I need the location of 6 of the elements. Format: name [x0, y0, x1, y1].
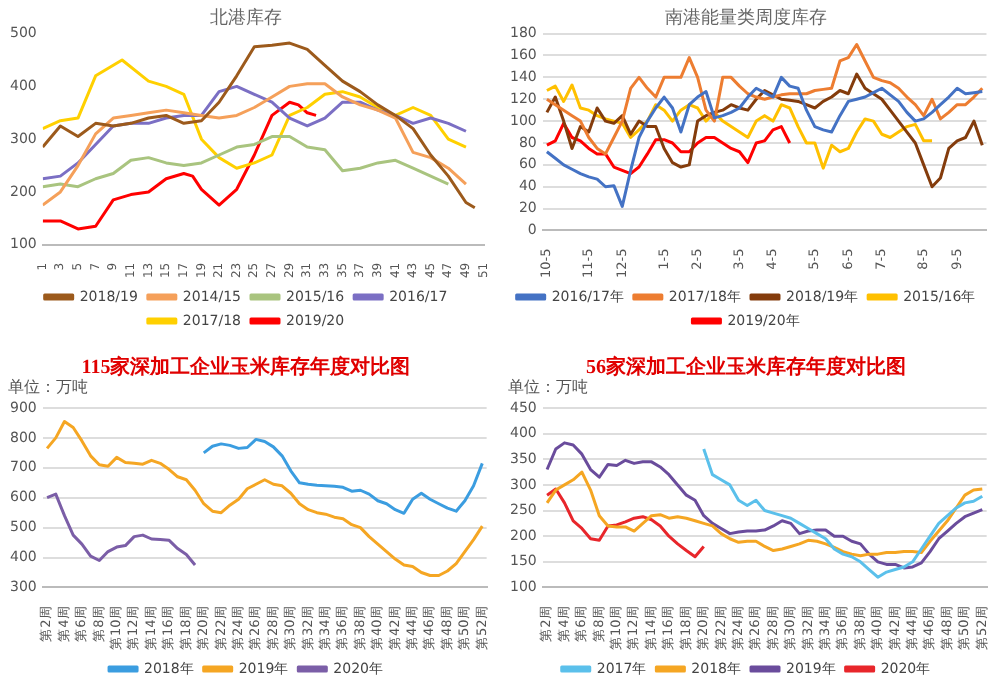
chart-title: 南港能量类周度库存: [665, 7, 827, 30]
text: 单位：万吨: [8, 378, 88, 397]
chart-title: 北港库存: [210, 7, 282, 30]
text: 单位：万吨: [508, 378, 588, 397]
chart-title: 56家深加工企业玉米库存年度对比图: [586, 355, 906, 380]
chart-title: 115家深加工企业玉米库存年度对比图: [81, 355, 411, 380]
